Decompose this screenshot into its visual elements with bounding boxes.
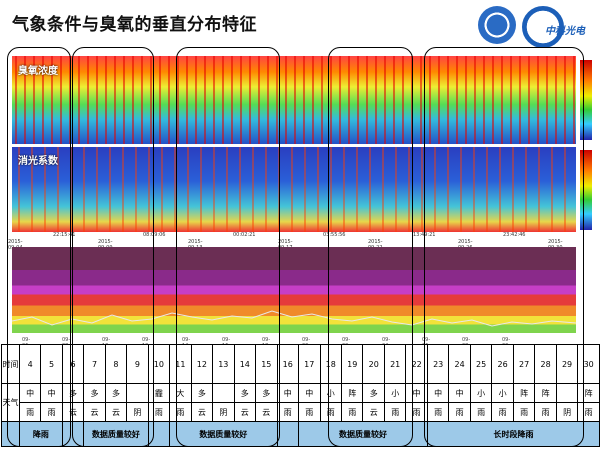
empty-category-cell xyxy=(276,421,300,447)
weather-top-cell: 小 xyxy=(469,383,493,403)
day-cell: 23 xyxy=(426,344,450,384)
weather-bottom-cell: 雨 xyxy=(18,402,42,422)
extinction-panel-label: 消光系数 xyxy=(18,156,58,167)
period-highlight-box xyxy=(7,47,71,447)
aqi-trend-line xyxy=(12,310,576,327)
page-title: 气象条件与臭氧的垂直分布特征 xyxy=(12,15,257,35)
weather-bottom-cell: 雨 xyxy=(40,402,63,422)
heatmap-time-tick: 23:42:46 xyxy=(503,232,526,238)
weather-bottom-cell: 雨 xyxy=(276,402,300,422)
weather-bottom-cell: 阴 xyxy=(555,402,579,422)
weather-top-cell: 阵 xyxy=(340,383,364,403)
weather-top-cell: 中 xyxy=(426,383,450,403)
weather-top-cell: 多 xyxy=(104,383,128,403)
weather-bottom-cell: 雨 xyxy=(512,402,536,422)
category-cell: 长时段降雨 xyxy=(426,421,600,447)
day-cell: 11 xyxy=(169,344,192,384)
institution-logo xyxy=(478,6,516,44)
aqi-band-chart xyxy=(12,247,576,333)
ozone-panel-label: 臭氧浓度 xyxy=(18,66,58,77)
weather-table: 时间 4 5 6 7 8 9 10 11 12 13 14 15 16 17 18 19 20 21 22 23 24 25… xyxy=(1,344,600,447)
company-logo-text: 中科光电 xyxy=(545,26,585,37)
weather-bottom-cell: 雨 xyxy=(448,402,471,422)
category-cell: 数据质量较好 xyxy=(83,421,149,447)
period-highlight-box xyxy=(424,47,584,447)
weather-top-cell: 阵 xyxy=(534,383,557,403)
day-cell: 21 xyxy=(383,344,407,384)
weather-header-cell: 天气 xyxy=(1,383,20,422)
weather-top-cell: 多 xyxy=(233,383,257,403)
period-highlight-box xyxy=(176,47,280,447)
weather-top-cell: 多 xyxy=(255,383,278,403)
weather-top-cell xyxy=(126,383,149,403)
weather-bottom-cell: 雨 xyxy=(298,402,321,422)
weather-bottom-cell: 云 xyxy=(255,402,278,422)
weather-bottom-cell: 雨 xyxy=(340,402,364,422)
day-cell: 22 xyxy=(405,344,428,384)
weather-bottom-cell: 雨 xyxy=(426,402,450,422)
weather-bottom-cell: 雨 xyxy=(319,402,342,422)
weather-top-cell: 中 xyxy=(18,383,42,403)
weather-top-cell: 中 xyxy=(276,383,300,403)
day-cell: 29 xyxy=(555,344,579,384)
day-cell: 20 xyxy=(362,344,385,384)
weather-bottom-cell: 阴 xyxy=(212,402,235,422)
day-cell: 6 xyxy=(61,344,85,384)
time-header-cell: 时间 xyxy=(1,344,20,384)
heatmap-time-tick: 08:09:06 xyxy=(143,232,166,238)
day-cell: 16 xyxy=(276,344,300,384)
day-cell: 17 xyxy=(298,344,321,384)
day-cell: 9 xyxy=(126,344,149,384)
period-highlight-box xyxy=(328,47,413,447)
heatmap-time-tick: 22:15:41 xyxy=(53,232,76,238)
extinction-heatmap xyxy=(12,147,576,232)
company-logo xyxy=(522,6,564,48)
day-cell: 15 xyxy=(255,344,278,384)
ozone-heatmap xyxy=(12,56,576,144)
weather-bottom-cell: 云 xyxy=(104,402,128,422)
weather-bottom-cell: 雨 xyxy=(469,402,493,422)
period-highlight-box xyxy=(72,47,154,447)
weather-top-cell: 中 xyxy=(298,383,321,403)
weather-bottom-cell: 云 xyxy=(61,402,85,422)
heatmap-time-tick: 03:55:56 xyxy=(323,232,346,238)
day-cell: 14 xyxy=(233,344,257,384)
weather-bottom-cell: 阴 xyxy=(126,402,149,422)
day-cell: 12 xyxy=(190,344,214,384)
weather-bottom-cell: 雨 xyxy=(577,402,600,422)
day-cell: 26 xyxy=(491,344,514,384)
day-cell: 27 xyxy=(512,344,536,384)
weather-bottom-cell: 云 xyxy=(83,402,106,422)
heatmap-time-tick: 00:02:21 xyxy=(233,232,256,238)
weather-top-cell: 中 xyxy=(405,383,428,403)
day-cell: 13 xyxy=(212,344,235,384)
weather-top-cell: 小 xyxy=(491,383,514,403)
